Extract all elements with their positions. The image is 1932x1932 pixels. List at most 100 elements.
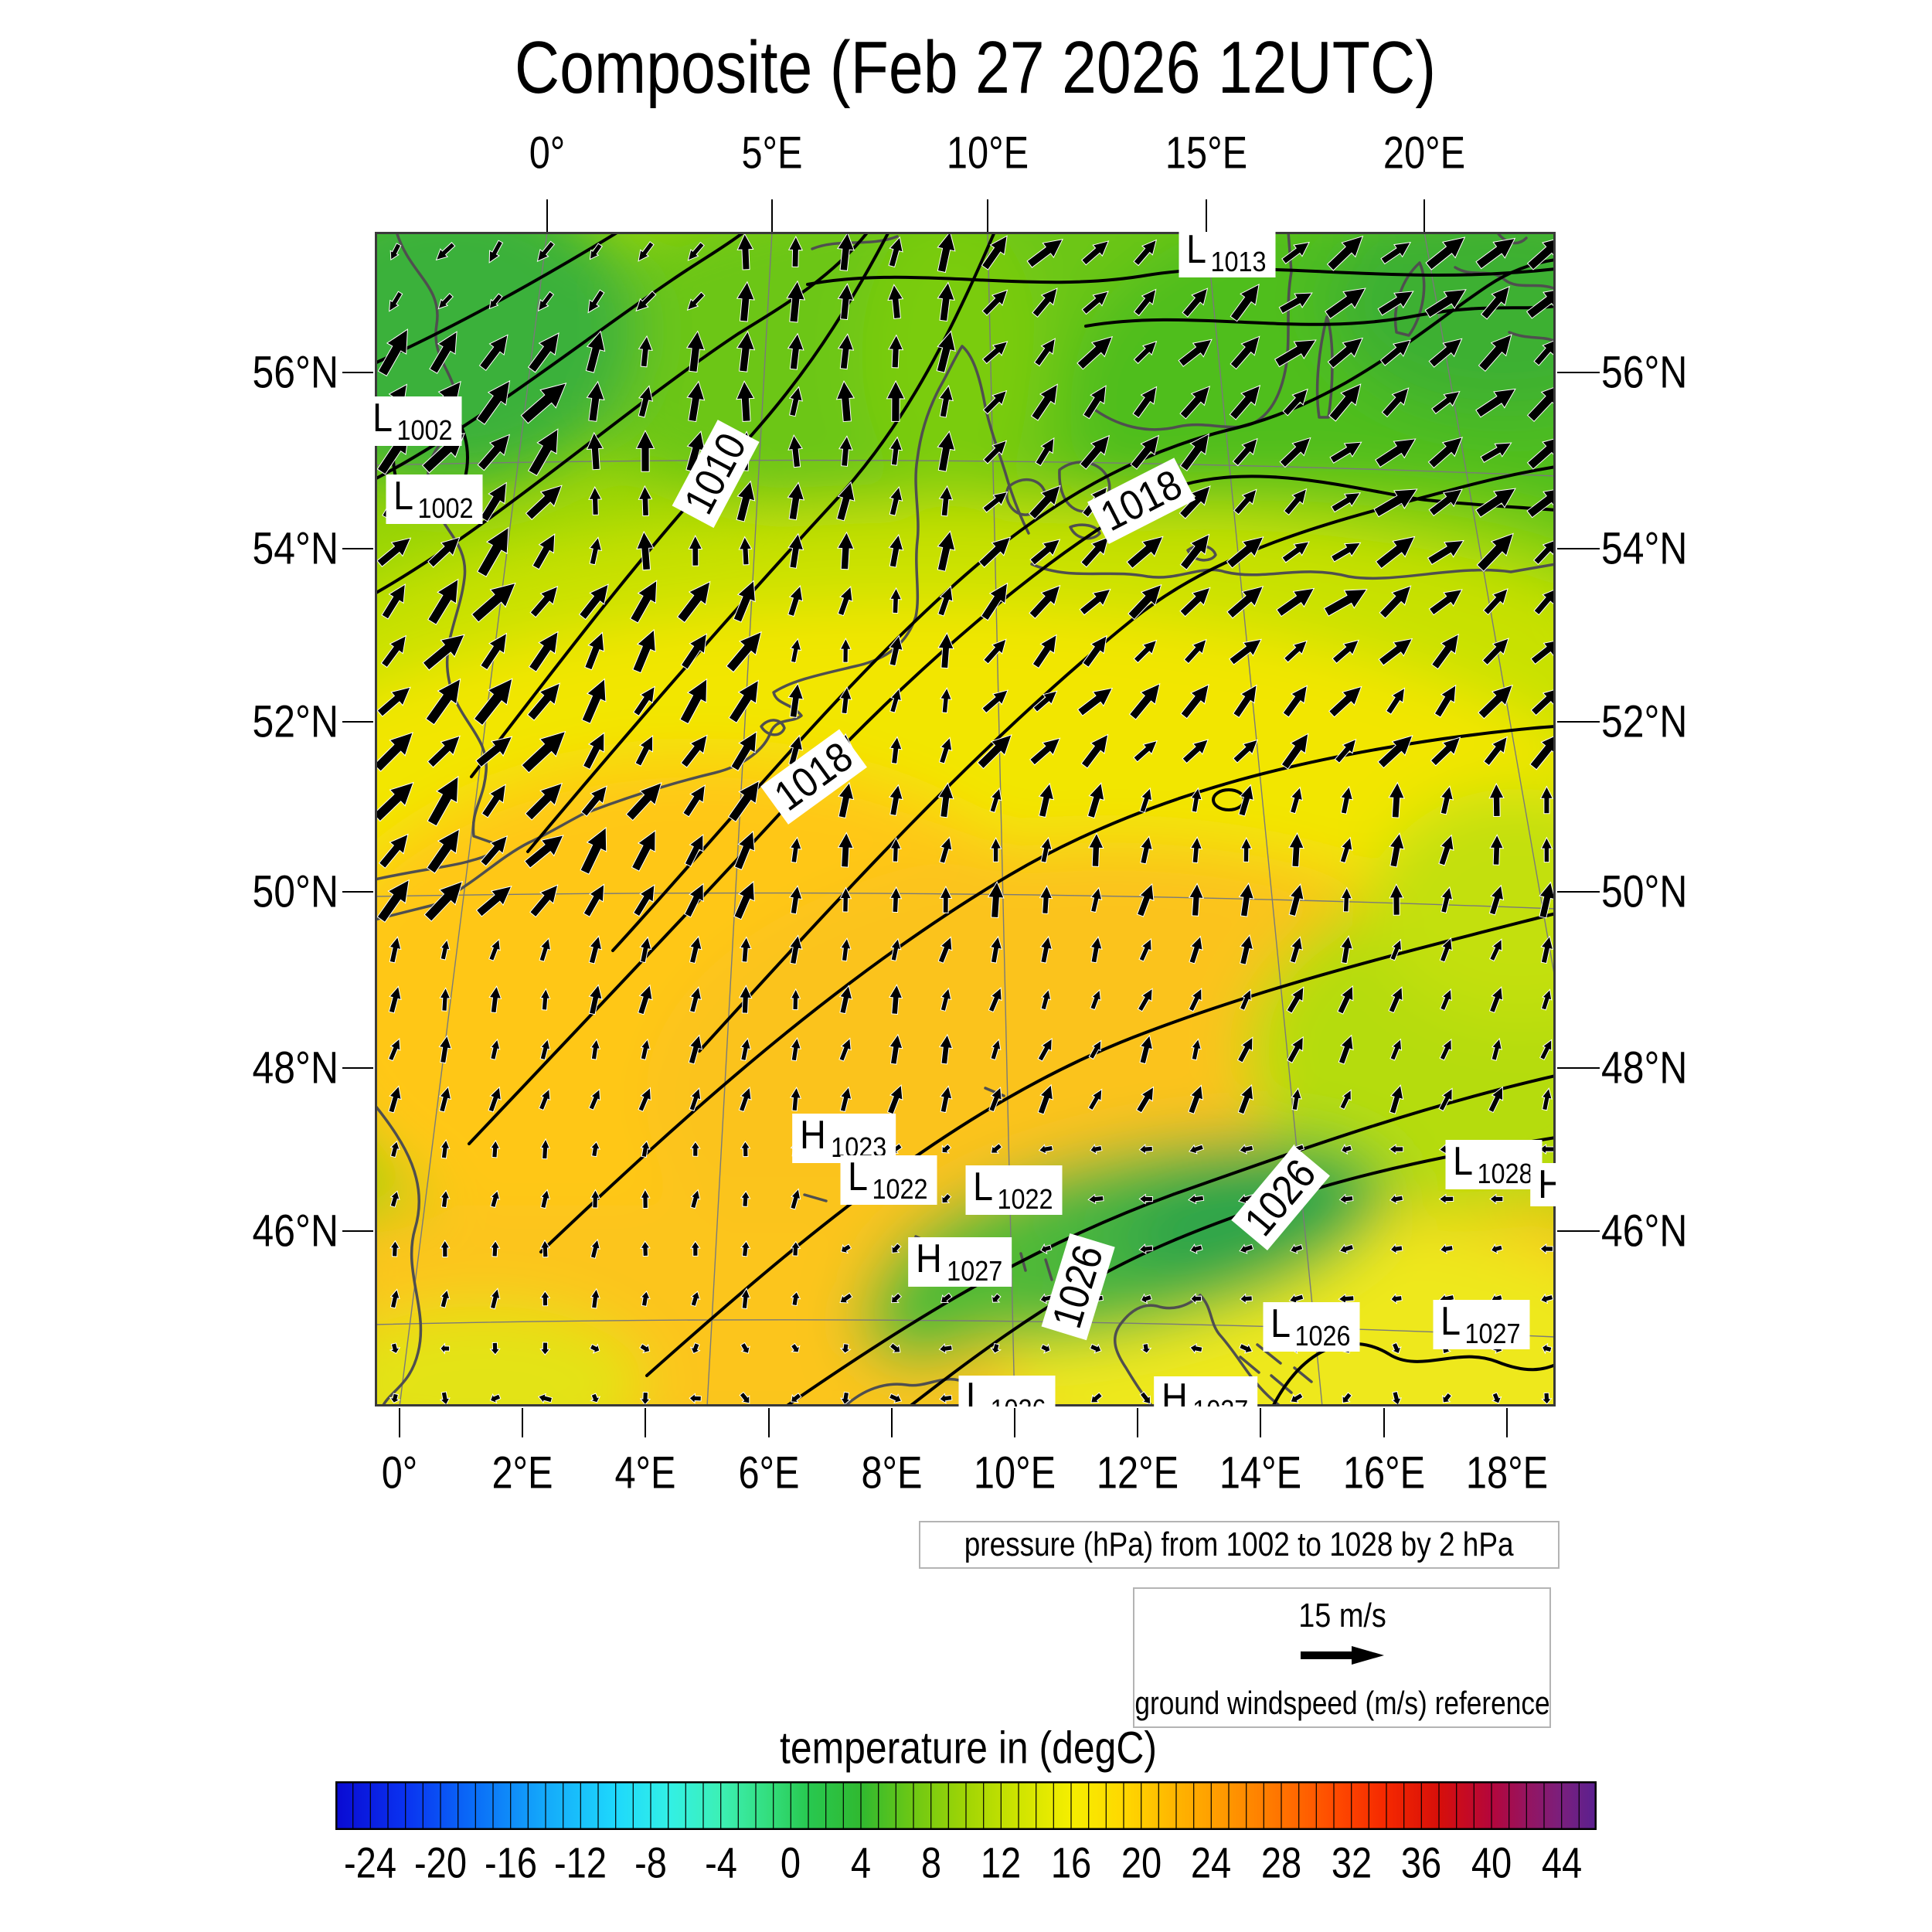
coast-adriatic-east bbox=[1199, 1294, 1282, 1406]
wind-arrow-icon bbox=[1389, 883, 1404, 916]
wind-arrow-icon bbox=[481, 784, 506, 818]
pressure-center-value: 1027 bbox=[1464, 1318, 1521, 1349]
wind-arrow-icon bbox=[427, 775, 459, 827]
wind-arrow-icon bbox=[790, 988, 801, 1011]
wind-arrow-icon bbox=[1428, 589, 1463, 616]
wind-arrow-icon bbox=[638, 485, 653, 517]
wind-arrow-icon bbox=[1226, 586, 1264, 619]
wind-arrow-icon bbox=[887, 334, 904, 369]
wind-arrow-icon bbox=[440, 1342, 451, 1355]
wind-arrow-icon bbox=[835, 380, 855, 423]
wind-arrow-icon bbox=[689, 1240, 701, 1257]
wind-arrow-icon bbox=[739, 936, 752, 963]
wind-arrow-icon bbox=[689, 1393, 702, 1404]
top-axis-label: 0° bbox=[529, 128, 566, 179]
bottom-axis-tick bbox=[1506, 1408, 1508, 1437]
wind-arrow-icon bbox=[736, 380, 755, 422]
top-axis-tick bbox=[546, 199, 548, 232]
wind-arrow-icon bbox=[590, 1238, 600, 1259]
croatian-islands bbox=[1239, 1343, 1313, 1394]
wind-arrows-layer bbox=[375, 232, 1556, 1406]
wind-arrow-icon bbox=[1541, 1087, 1553, 1111]
wind-arrow-icon bbox=[689, 986, 702, 1013]
colorbar-tick-label: -12 bbox=[554, 1838, 607, 1887]
wind-arrow-icon bbox=[1032, 287, 1058, 318]
wind-arrow-icon bbox=[425, 678, 461, 726]
wind-arrow-icon bbox=[1229, 385, 1261, 420]
left-axis-tick bbox=[342, 1230, 373, 1232]
wind-arrow-icon bbox=[1440, 785, 1454, 815]
wind-arrow-icon bbox=[1226, 536, 1264, 569]
wind-arrow-icon bbox=[1380, 242, 1412, 265]
wind-arrow-icon bbox=[1032, 690, 1058, 713]
wind-arrow-icon bbox=[987, 881, 1005, 919]
colorbar-tick-label: 20 bbox=[1121, 1838, 1162, 1887]
bottom-axis-label: 14°E bbox=[1219, 1447, 1302, 1498]
wind-arrow-icon bbox=[631, 829, 656, 872]
pressure-center-label: L 1028 bbox=[1445, 1140, 1543, 1189]
wind-arrow-icon bbox=[581, 678, 607, 724]
wind-arrow-icon bbox=[888, 236, 903, 268]
wind-arrow-icon bbox=[939, 687, 952, 713]
left-axis-label: 52°N bbox=[252, 696, 338, 747]
wind-arrow-icon bbox=[1130, 434, 1160, 470]
wind-arrow-icon bbox=[1430, 633, 1459, 670]
wind-arrow-icon bbox=[634, 735, 654, 767]
right-axis-tick bbox=[1557, 721, 1600, 723]
wind-arrow-icon bbox=[787, 235, 803, 267]
wind-arrow-icon bbox=[590, 1141, 601, 1158]
wind-arrow-icon bbox=[1339, 836, 1353, 864]
wind-arrow-icon bbox=[586, 380, 605, 422]
left-axis-label: 50°N bbox=[252, 866, 338, 917]
contour-value-label: 1010 bbox=[672, 420, 760, 528]
colorbar-tick-label: 36 bbox=[1401, 1838, 1442, 1887]
wind-arrow-icon bbox=[939, 1085, 953, 1114]
wind-arrow-icon bbox=[887, 284, 904, 319]
wind-arrow-icon bbox=[1481, 638, 1509, 666]
wind-arrow-icon bbox=[638, 984, 653, 1015]
wind-arrow-icon bbox=[888, 984, 903, 1015]
wind-arrow-icon bbox=[387, 1037, 401, 1062]
wind-arrow-icon bbox=[740, 1287, 751, 1310]
wind-arrow-icon bbox=[1237, 1084, 1254, 1115]
pressure-center-value: 1002 bbox=[417, 492, 474, 524]
wind-arrow-icon bbox=[584, 631, 605, 671]
wind-arrow-icon bbox=[438, 1086, 452, 1113]
wind-arrow-icon bbox=[1488, 986, 1504, 1014]
wind-arrow-icon bbox=[788, 885, 803, 915]
wind-arrow-icon bbox=[839, 886, 852, 913]
island-gotland bbox=[1393, 261, 1426, 337]
wind-arrow-icon bbox=[1482, 588, 1509, 616]
wind-arrow-icon bbox=[1281, 733, 1309, 770]
wind-arrow-icon bbox=[1026, 238, 1063, 268]
wind-arrow-icon bbox=[1189, 1342, 1203, 1354]
top-axis-label: 20°E bbox=[1383, 128, 1466, 179]
wind-arrow-icon bbox=[633, 685, 655, 717]
wind-arrow-icon bbox=[680, 633, 708, 670]
wind-arrow-icon bbox=[838, 435, 853, 467]
wind-arrow-icon bbox=[1331, 492, 1362, 513]
wind-arrow-icon bbox=[938, 1033, 954, 1065]
top-axis-tick bbox=[987, 199, 988, 232]
pressure-center-value: 1002 bbox=[396, 414, 453, 446]
wind-arrow-icon bbox=[1442, 1392, 1453, 1403]
wind-arrow-icon bbox=[977, 734, 1012, 770]
wind-arrow-icon bbox=[539, 937, 552, 962]
wind-arrow-icon bbox=[588, 935, 603, 964]
wind-arrow-icon bbox=[685, 330, 706, 372]
wind-arrow-icon bbox=[788, 386, 803, 417]
wind-arrow-icon bbox=[730, 730, 757, 771]
wind-arrow-icon bbox=[787, 332, 804, 370]
wind-arrow-icon bbox=[588, 485, 603, 515]
wind-arrow-icon bbox=[1139, 835, 1153, 865]
wind-arrow-icon bbox=[738, 985, 753, 1014]
wind-arrow-icon bbox=[635, 291, 657, 312]
wind-arrow-icon bbox=[1488, 938, 1502, 962]
wind-arrow-icon bbox=[937, 631, 954, 669]
wind-arrow-icon bbox=[790, 1037, 801, 1062]
wind-arrow-icon bbox=[388, 985, 402, 1014]
wind-arrow-icon bbox=[991, 1293, 1002, 1303]
wind-arrow-icon bbox=[524, 835, 564, 869]
